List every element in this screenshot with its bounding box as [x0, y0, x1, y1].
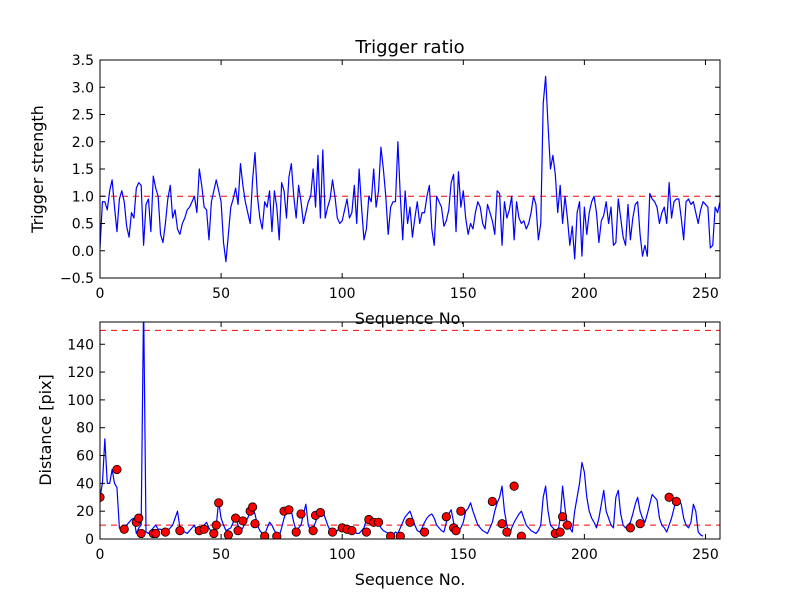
marker-point-9 [175, 526, 185, 536]
bottom-ticks-layer: 0 50 100 150 200 250 0 20 40 60 80 100 120 140 [67, 322, 720, 563]
marker-point-8 [160, 527, 170, 537]
marker-point-51 [516, 531, 527, 539]
marker-point-58 [664, 492, 674, 502]
top-ticks-layer: 0 50 100 150 200 250 −0.5 0.0 0.5 1.0 1.5 2.0 2.5 3.0… [60, 53, 720, 302]
marker-point-22 [260, 531, 270, 539]
marker-point-15 [223, 530, 233, 539]
bottom-x-axis-label: Sequence No. [355, 570, 466, 589]
marker-point-17 [233, 526, 243, 536]
top-y-tick-label-4: 1.5 [72, 162, 94, 178]
marker-point-14 [214, 498, 224, 508]
marker-point-5 [136, 528, 146, 539]
marker-point-49 [502, 527, 512, 537]
marker-point-7 [151, 528, 161, 539]
bottom-y-tick-label-0: 0 [85, 532, 94, 548]
bottom-y-tick-label-2: 40 [76, 476, 94, 492]
marker-point-4 [134, 513, 144, 523]
top-y-tick-label-2: 0.5 [72, 217, 94, 233]
marker-point-39 [386, 531, 396, 539]
marker-point-23 [272, 531, 282, 539]
marker-point-11 [199, 524, 209, 534]
bottom-y-tick-label-7: 140 [67, 337, 94, 353]
top-x-tick-label-1: 50 [212, 286, 230, 302]
bottom-y-tick-label-4: 80 [76, 421, 94, 437]
marker-point-25 [284, 505, 294, 515]
marker-point-55 [562, 520, 573, 530]
marker-point-20 [247, 502, 258, 512]
top-x-tick-label-0: 0 [96, 286, 105, 302]
bottom-axes-frame [99, 321, 721, 540]
marker-point-12 [209, 528, 219, 539]
marker-point-35 [361, 527, 372, 537]
top-x-tick-label-3: 150 [450, 286, 477, 302]
bottom-x-tick-label-0: 0 [96, 547, 105, 563]
marker-point-2 [119, 524, 129, 534]
marker-point-13 [211, 520, 221, 530]
marker-point-38 [373, 517, 384, 527]
marker-point-26 [291, 527, 301, 537]
bottom-y-axis-label: Distance [pix] [36, 374, 55, 486]
marker-point-31 [327, 527, 338, 537]
marker-point-57 [635, 519, 645, 529]
bottom-x-tick-label-2: 100 [329, 547, 356, 563]
marker-point-45 [451, 526, 461, 536]
top-y-tick-label-1: 0.0 [72, 244, 94, 260]
top-y-tick-label-3: 1.0 [72, 189, 94, 205]
marker-point-50 [509, 481, 519, 491]
top-x-tick-label-4: 200 [571, 286, 598, 302]
bottom-x-tick-label-3: 150 [450, 547, 477, 563]
marker-point-27 [296, 509, 306, 519]
top-y-tick-label-8: 3.5 [72, 53, 94, 69]
trigger-ratio-panel: Trigger ratio 0 50 100 150 200 250 −0.5 0.0 0.5 1… [28, 37, 721, 328]
bottom-data-layer [100, 322, 704, 539]
bottom-x-tick-label-1: 50 [212, 547, 230, 563]
marker-point-30 [315, 507, 325, 518]
top-y-tick-label-5: 2.0 [72, 135, 94, 151]
distance-panel: 0 50 100 150 200 250 0 20 40 60 80 100 120 140 Sequen… [36, 321, 721, 589]
top-x-axis-label: Sequence No. [355, 309, 466, 328]
marker-point-40 [395, 531, 405, 539]
top-x-tick-label-2: 100 [329, 286, 356, 302]
top-y-tick-label-7: 3.0 [72, 80, 94, 96]
top-y-tick-label-0: −0.5 [60, 271, 94, 287]
trigger-ratio-title: Trigger ratio [354, 37, 464, 58]
top-y-tick-label-6: 2.5 [72, 108, 94, 124]
marker-point-42 [419, 527, 430, 537]
marker-point-43 [441, 512, 451, 522]
marker-point-34 [347, 526, 357, 536]
top-data-layer [100, 75, 720, 263]
marker-point-18 [238, 516, 248, 526]
marker-point-46 [456, 506, 466, 516]
marker-point-53 [555, 527, 565, 537]
top-y-axis-label: Trigger strength [28, 105, 47, 234]
marker-point-28 [308, 526, 318, 536]
top-series-line [100, 75, 720, 263]
bottom-y-tick-label-5: 100 [67, 393, 94, 409]
marker-point-1 [112, 464, 122, 475]
bottom-y-tick-label-6: 120 [67, 365, 94, 381]
bottom-y-tick-label-3: 60 [76, 449, 94, 465]
marker-point-41 [405, 517, 415, 527]
marker-point-59 [671, 496, 682, 507]
marker-point-21 [250, 519, 260, 529]
marker-point-48 [497, 519, 507, 529]
marker-point-54 [557, 512, 568, 522]
marker-point-47 [487, 496, 497, 507]
bottom-x-tick-label-5: 250 [692, 547, 719, 563]
bottom-y-tick-label-1: 20 [76, 504, 94, 520]
top-x-tick-label-5: 250 [692, 286, 719, 302]
bottom-x-tick-label-4: 200 [571, 547, 598, 563]
marker-point-56 [625, 523, 635, 533]
